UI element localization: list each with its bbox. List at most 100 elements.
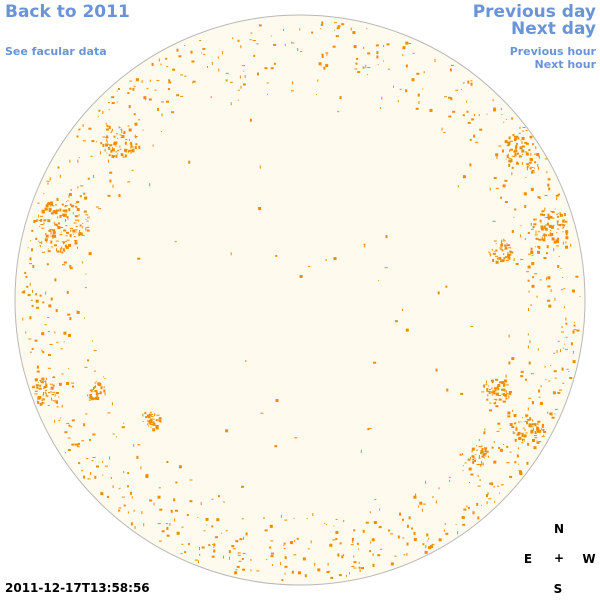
- facula-spot: [483, 384, 486, 388]
- facula-spot: [116, 90, 118, 92]
- facula-spot: [557, 340, 560, 342]
- facula-spot: [510, 251, 514, 254]
- facula-spot: [41, 332, 45, 336]
- facula-spot: [501, 239, 503, 243]
- facula-spot: [537, 196, 541, 199]
- facula-spot: [509, 149, 511, 152]
- facula-spot: [511, 426, 515, 429]
- facula-spot: [201, 546, 205, 549]
- facula-spot: [559, 213, 563, 217]
- facula-spot: [98, 208, 102, 210]
- facula-spot: [514, 139, 516, 142]
- facula-spot: [485, 455, 487, 457]
- facula-spot: [405, 41, 409, 45]
- facula-spot: [259, 165, 261, 169]
- facula-spot: [353, 555, 355, 558]
- facula-spot: [157, 495, 161, 499]
- facula-spot: [284, 556, 287, 560]
- facula-spot: [56, 209, 59, 212]
- facula-spot: [426, 540, 428, 542]
- facula-spot: [333, 257, 337, 261]
- facula-spot: [62, 209, 66, 212]
- facula-spot: [143, 96, 147, 100]
- facula-spot: [558, 389, 562, 391]
- facula-spot: [54, 331, 56, 334]
- facula-spot: [161, 113, 163, 117]
- facula-spot: [495, 187, 499, 189]
- facula-spot: [128, 149, 132, 152]
- facula-spot: [44, 324, 47, 326]
- facula-spot: [49, 344, 53, 345]
- facula-spot: [550, 233, 554, 236]
- facula-spot: [121, 128, 123, 131]
- facula-spot: [82, 226, 84, 229]
- facula-spot: [42, 301, 45, 304]
- facula-spot: [539, 279, 542, 281]
- facula-spot: [165, 523, 168, 525]
- facula-spot: [353, 45, 357, 49]
- facula-spot: [481, 455, 485, 458]
- facula-spot: [500, 196, 503, 199]
- facula-spot: [68, 333, 71, 337]
- facula-spot: [205, 517, 209, 521]
- facula-spot: [511, 230, 514, 233]
- facula-spot: [543, 234, 546, 237]
- back-to-year-link[interactable]: Back to 2011: [5, 2, 130, 22]
- next-day-link[interactable]: Next day: [511, 19, 596, 39]
- facula-spot: [79, 230, 81, 233]
- facula-spot: [167, 88, 170, 91]
- facula-spot: [91, 460, 94, 462]
- facula-spot: [50, 212, 54, 215]
- facula-spot: [498, 395, 502, 397]
- facula-spot: [539, 219, 542, 222]
- facula-spot: [109, 179, 112, 183]
- facula-spot: [496, 394, 499, 396]
- facula-spot: [509, 251, 511, 253]
- facula-spot: [493, 177, 497, 180]
- facula-spot: [105, 143, 109, 147]
- facula-spot: [383, 60, 384, 62]
- next-hour-link[interactable]: Next hour: [534, 58, 597, 71]
- facula-spot: [199, 553, 201, 556]
- facula-spot: [493, 240, 497, 242]
- facula-spot: [52, 384, 55, 387]
- facula-spot: [435, 368, 438, 372]
- facula-spot: [35, 293, 38, 296]
- facula-spot: [283, 28, 284, 31]
- facula-spot: [529, 340, 531, 344]
- facula-spot: [481, 391, 485, 393]
- facula-spot: [45, 233, 47, 235]
- facula-spot: [117, 137, 118, 139]
- facula-spot: [80, 185, 84, 187]
- facula-spot: [558, 224, 562, 226]
- facula-spot: [505, 374, 507, 378]
- facula-spot: [145, 475, 149, 478]
- facula-spot: [299, 275, 303, 278]
- facula-spot: [524, 429, 526, 431]
- previous-day-link[interactable]: Previous day: [472, 2, 596, 22]
- facula-spot: [97, 393, 99, 396]
- see-facular-data-link[interactable]: See facular data: [5, 45, 107, 58]
- facula-spot: [397, 100, 399, 103]
- facula-spot: [151, 62, 154, 66]
- facula-spot: [41, 401, 44, 404]
- facula-spot: [252, 40, 256, 41]
- facula-spot: [544, 207, 546, 211]
- facula-spot: [25, 331, 27, 334]
- facula-spot: [123, 130, 126, 134]
- facula-spot: [495, 392, 499, 396]
- facula-spot: [55, 309, 58, 313]
- facula-spot: [61, 404, 63, 408]
- facula-spot: [178, 55, 182, 58]
- facula-spot: [104, 148, 106, 152]
- facula-spot: [34, 339, 38, 342]
- facula-spot: [534, 437, 538, 439]
- facula-spot: [181, 526, 184, 528]
- previous-hour-link[interactable]: Previous hour: [509, 45, 596, 58]
- facula-spot: [544, 234, 548, 237]
- facula-spot: [547, 276, 551, 280]
- facula-spot: [41, 349, 43, 352]
- facula-spot: [108, 109, 110, 111]
- facula-spot: [152, 413, 154, 415]
- facula-spot: [488, 390, 491, 394]
